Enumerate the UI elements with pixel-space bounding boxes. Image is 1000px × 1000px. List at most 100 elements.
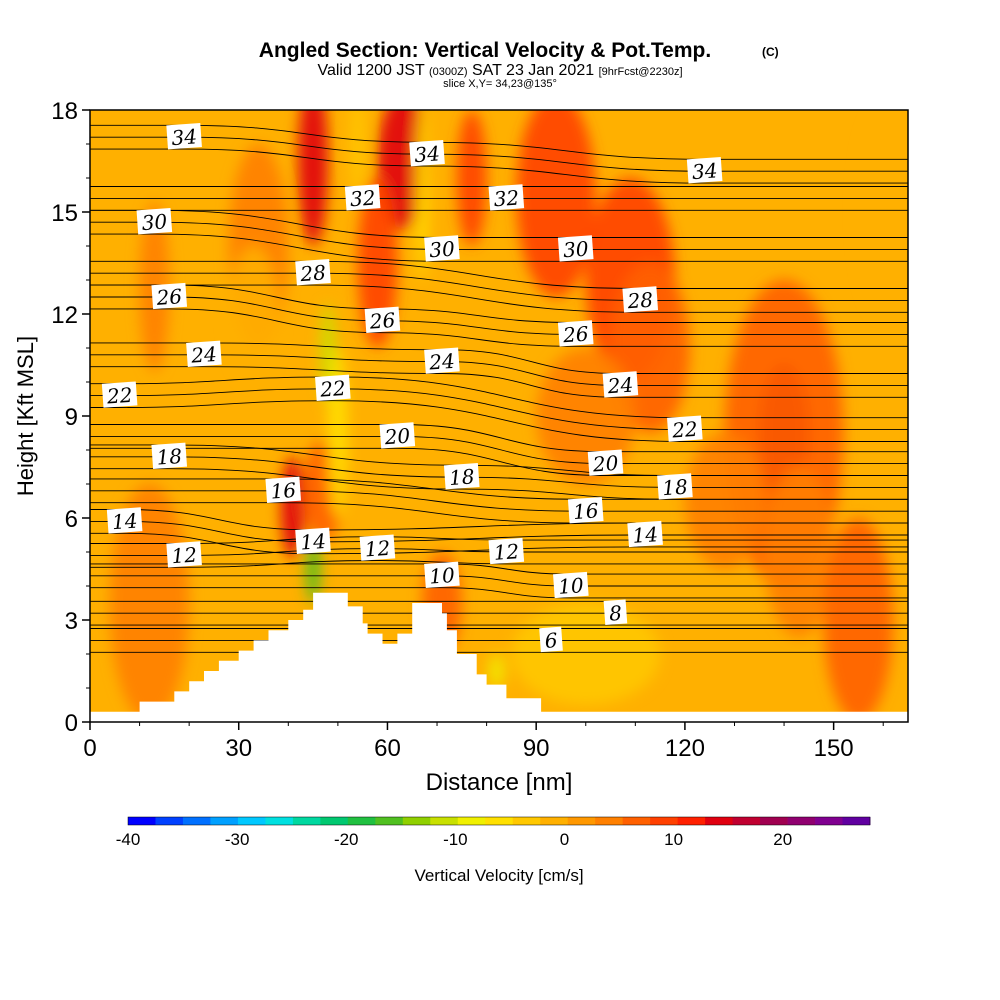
colorbar-swatch — [650, 817, 679, 825]
colorbar-tick-label: -20 — [334, 830, 359, 849]
contour-label-box — [424, 347, 460, 374]
contour-label-box — [295, 527, 331, 554]
isentrope-line — [90, 587, 908, 599]
contour-label: 28 — [295, 259, 331, 286]
contour-label-box — [101, 381, 138, 408]
contour-label: 34 — [686, 157, 723, 184]
contour-label: 22 — [315, 374, 351, 402]
isentrope-line — [90, 308, 908, 347]
contour-label-text: 16 — [572, 498, 599, 524]
colorbar-swatch — [567, 817, 596, 825]
isentrope-line — [90, 502, 908, 524]
contour-label-text: 20 — [383, 424, 411, 450]
contour-label: 20 — [379, 422, 416, 450]
colorbar-frame — [127, 816, 871, 826]
colorbar-swatch — [815, 817, 843, 825]
contour-label-box — [553, 571, 589, 599]
chart-title-group: Angled Section: Vertical Velocity & Pot.… — [259, 39, 779, 90]
colorbar-tick-label: 20 — [773, 830, 792, 849]
colorbar-swatch — [265, 817, 294, 825]
colorbar-swatch — [237, 817, 266, 825]
colorbar-swatch — [705, 817, 733, 825]
contour-label-box — [379, 422, 416, 449]
contour-label: 14 — [627, 520, 663, 548]
contour-label-text: 28 — [299, 260, 327, 286]
y-tick-label: 12 — [51, 302, 78, 329]
colorbar-swatch — [595, 817, 624, 825]
contour-label-text: 18 — [156, 444, 183, 470]
contour-label-box — [265, 476, 302, 503]
contour-label-box — [364, 306, 401, 333]
colorbar-tick-label: -40 — [116, 830, 141, 849]
contour-label-text: 12 — [493, 539, 520, 565]
contour-label-box — [622, 286, 659, 313]
contour-label-box — [488, 184, 525, 211]
contour-label-text: 28 — [626, 288, 654, 314]
contour-label-text: 32 — [349, 186, 376, 212]
contour-label-box — [166, 123, 202, 150]
contour-label-box — [424, 235, 460, 262]
y-tick-label: 15 — [51, 200, 78, 227]
colorbar: -40 -30 -20 -10 0 10 20 — [116, 816, 871, 849]
isentrope-line — [90, 284, 908, 313]
x-axis-label: Distance [nm] — [426, 769, 573, 796]
contour-label: 12 — [359, 534, 396, 561]
colorbar-swatch — [622, 817, 651, 825]
colorbar-tick-label: -30 — [225, 830, 250, 849]
contour-label-box — [686, 157, 723, 184]
contour-labels: 34 34 34 32 32 30 30 30 28 28 26 26 26 24 24 24 22 22 22 20… — [101, 123, 723, 653]
y-axis: 0 3 6 9 12 15 18 — [51, 98, 90, 737]
contour-label: 6 — [539, 626, 563, 653]
isentrope-line — [90, 148, 908, 184]
velocity-cell — [684, 433, 765, 569]
velocity-cell — [350, 110, 366, 195]
isentrope-line — [90, 424, 908, 453]
contour-label: 8 — [603, 599, 628, 626]
chart-subtitle-slice: slice X,Y= 34,23@135° — [443, 78, 557, 90]
contour-label-text: 10 — [557, 573, 584, 599]
contour-label: 24 — [602, 371, 639, 399]
velocity-cell — [511, 603, 661, 705]
contour-label-text: 24 — [189, 342, 217, 368]
contour-label: 30 — [424, 235, 460, 262]
contour-label-text: 22 — [105, 383, 133, 409]
contour-label: 28 — [622, 286, 659, 314]
colorbar-swatch — [182, 817, 211, 825]
contour-label-box — [151, 442, 188, 469]
chart-subtitle: Valid 1200 JST (0300Z) SAT 23 Jan 2021 [… — [317, 62, 682, 79]
subtitle-part-1: Valid 1200 JST — [317, 62, 425, 79]
isentrope-line — [90, 366, 908, 398]
colorbar-swatch — [485, 817, 514, 825]
chart-title-unit: (C) — [762, 45, 779, 59]
contour-label-text: 18 — [661, 475, 688, 501]
isentrope-line — [90, 532, 908, 555]
contour-label-box — [344, 184, 381, 211]
contour-label: 30 — [557, 235, 594, 262]
y-axis-label: Height [Kft MSL] — [13, 336, 38, 496]
contour-label-box — [557, 320, 594, 347]
velocity-cell — [823, 518, 894, 722]
colorbar-label: Vertical Velocity [cm/s] — [414, 866, 583, 885]
contour-label: 24 — [186, 340, 222, 368]
contour-label-box — [667, 415, 703, 442]
colorbar-swatch — [430, 817, 459, 825]
contour-label: 34 — [166, 123, 202, 150]
potential-temperature-contours — [90, 124, 908, 653]
colorbar-swatch — [320, 817, 349, 825]
contour-label-box — [315, 374, 351, 401]
x-tick-label: 150 — [814, 735, 854, 762]
velocity-cell — [489, 654, 504, 688]
contour-label-text: 16 — [270, 478, 297, 504]
contour-label: 14 — [106, 507, 143, 534]
isentrope-line — [90, 400, 908, 442]
contour-label-box — [539, 626, 563, 653]
y-tick-label: 0 — [65, 710, 78, 737]
y-tick-label: 9 — [65, 404, 78, 431]
contour-label-text: 24 — [606, 373, 634, 399]
contour-label-box — [166, 541, 202, 568]
contour-label-text: 14 — [632, 522, 659, 548]
contour-label: 10 — [553, 571, 589, 599]
isentrope-line — [90, 468, 908, 500]
contour-label-box — [424, 561, 460, 588]
